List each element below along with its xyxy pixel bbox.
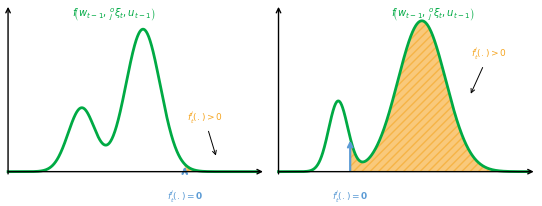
Text: $f\!\left(w_{t-1},\,{}^{o}_{j}\xi_t,u_{t-1}\right)$: $f\!\left(w_{t-1},\,{}^{o}_{j}\xi_t,u_{t… xyxy=(72,6,156,23)
Text: $f^j_t(.)>0$: $f^j_t(.)>0$ xyxy=(186,110,222,154)
Text: $f^j_t(.)=\mathbf{0}$: $f^j_t(.)=\mathbf{0}$ xyxy=(166,188,203,205)
Text: $f^j_t(.)=\mathbf{0}$: $f^j_t(.)=\mathbf{0}$ xyxy=(332,188,369,205)
Text: $f\!\left(w_{t-1},\,{}^{o}_{j}\xi_t,u_{t-1}\right)$: $f\!\left(w_{t-1},\,{}^{o}_{j}\xi_t,u_{t… xyxy=(391,6,475,23)
Text: $f^j_t(.)>0$: $f^j_t(.)>0$ xyxy=(471,46,507,93)
